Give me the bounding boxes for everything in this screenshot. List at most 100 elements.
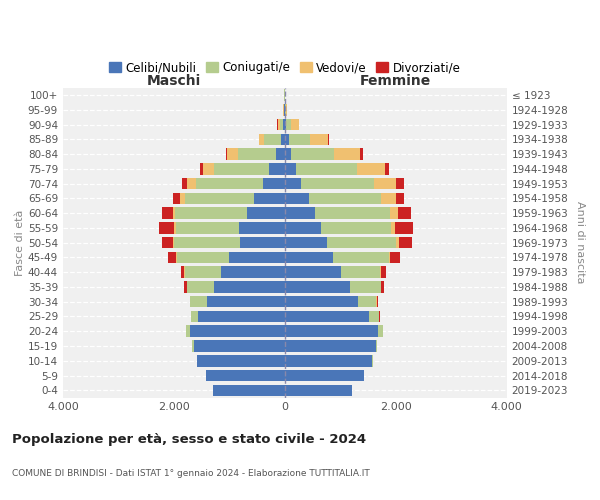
Bar [239,222,285,234]
Bar [285,281,350,292]
Bar [196,178,263,190]
Bar [191,310,198,322]
Bar [333,252,389,263]
Bar [197,355,285,366]
Bar [269,163,285,174]
Text: Maschi: Maschi [147,74,201,88]
Bar [247,208,285,219]
Bar [399,237,412,248]
Bar [397,192,404,204]
Bar [263,178,285,190]
Bar [200,163,203,174]
Bar [277,148,285,160]
Bar [264,134,281,145]
Bar [285,370,364,382]
Bar [296,163,358,174]
Bar [158,222,174,234]
Bar [174,237,241,248]
Bar [328,134,329,145]
Bar [174,222,176,234]
Bar [254,192,285,204]
Text: Femmine: Femmine [360,74,431,88]
Bar [203,163,214,174]
Bar [285,326,378,337]
Bar [358,163,385,174]
Bar [175,208,247,219]
Bar [238,148,277,160]
Bar [322,222,391,234]
Bar [285,266,341,278]
Bar [360,148,363,160]
Bar [283,119,285,130]
Bar [327,237,397,248]
Bar [185,266,221,278]
Bar [168,252,176,263]
Text: COMUNE DI BRINDISI - Dati ISTAT 1° gennaio 2024 - Elaborazione TUTTITALIA.IT: COMUNE DI BRINDISI - Dati ISTAT 1° genna… [12,469,370,478]
Bar [173,237,174,248]
Bar [190,326,285,337]
Bar [185,192,254,204]
Bar [229,252,285,263]
Bar [381,192,397,204]
Bar [181,266,184,278]
Bar [173,208,175,219]
Bar [286,104,287,116]
Bar [310,134,328,145]
Bar [334,148,360,160]
Bar [285,310,369,322]
Bar [285,355,373,366]
Bar [378,326,383,337]
Bar [374,178,396,190]
Y-axis label: Anni di nascita: Anni di nascita [575,202,585,284]
Bar [316,208,390,219]
Bar [285,237,327,248]
Bar [173,192,180,204]
Bar [380,266,381,278]
Bar [285,296,358,308]
Bar [285,252,333,263]
Bar [187,178,196,190]
Bar [292,148,334,160]
Bar [377,296,378,308]
Bar [350,281,381,292]
Bar [184,281,187,292]
Bar [397,237,399,248]
Bar [285,148,292,160]
Bar [389,252,390,263]
Bar [190,296,207,308]
Bar [381,266,386,278]
Bar [398,208,411,219]
Bar [285,119,286,130]
Y-axis label: Fasce di età: Fasce di età [15,210,25,276]
Bar [281,134,285,145]
Bar [206,370,285,382]
Bar [369,310,379,322]
Bar [285,192,308,204]
Bar [212,384,285,396]
Bar [391,222,395,234]
Bar [285,340,376,352]
Bar [176,252,229,263]
Bar [194,340,285,352]
Bar [162,208,173,219]
Legend: Celibi/Nubili, Coniugati/e, Vedovi/e, Divorziati/e: Celibi/Nubili, Coniugati/e, Vedovi/e, Di… [104,56,466,79]
Bar [285,208,316,219]
Bar [390,252,400,263]
Bar [285,222,322,234]
Bar [285,134,289,145]
Bar [390,208,398,219]
Bar [187,281,214,292]
Bar [385,163,389,174]
Bar [358,296,376,308]
Bar [285,178,301,190]
Bar [278,119,280,130]
Bar [180,192,185,204]
Bar [259,134,264,145]
Bar [226,148,227,160]
Bar [163,237,173,248]
Bar [186,326,190,337]
Bar [285,104,286,116]
Bar [221,266,285,278]
Bar [301,178,374,190]
Bar [395,222,413,234]
